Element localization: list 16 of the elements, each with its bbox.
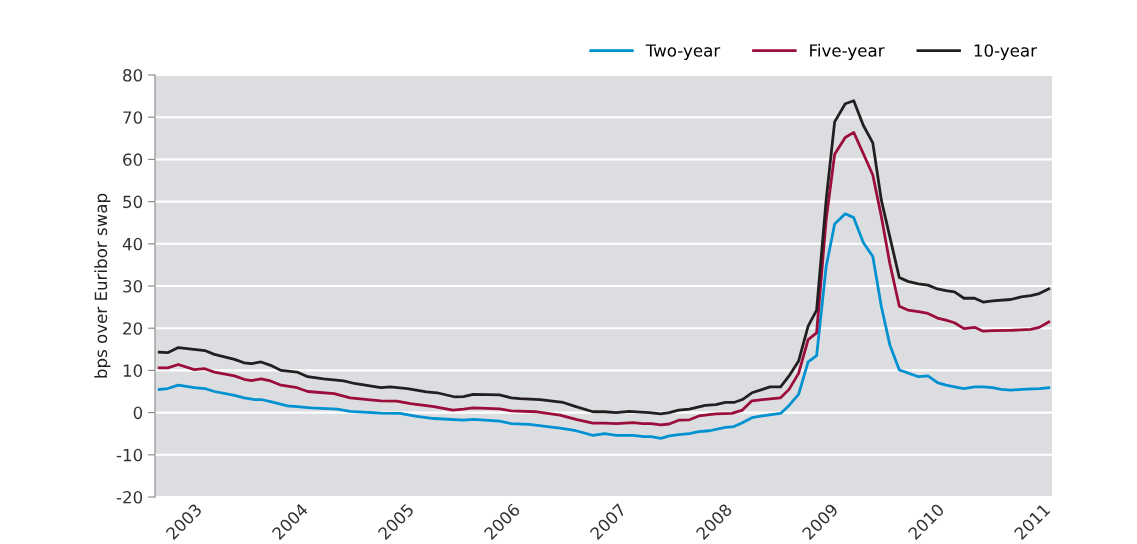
y-tick-label: 40 bbox=[122, 237, 143, 251]
y-tick-label: 50 bbox=[123, 195, 143, 209]
line-series bbox=[157, 212, 1051, 440]
y-tick-label: 80 bbox=[123, 68, 143, 82]
legend-label: 10-year bbox=[974, 44, 1037, 60]
y-tick-label: 20 bbox=[123, 322, 143, 335]
y-axis-title: bps over Euribor swap bbox=[94, 193, 111, 378]
y-tick-label: 30 bbox=[123, 279, 143, 293]
y-tick-label: 70 bbox=[123, 111, 143, 124]
y-tick-label: 0 bbox=[133, 406, 143, 420]
y-tick-label: 60 bbox=[123, 153, 143, 166]
y-tick-label: -10 bbox=[116, 448, 143, 462]
legend-label: Two-year bbox=[645, 44, 721, 60]
legend-label: Five-year bbox=[810, 43, 885, 60]
y-tick-label: 10 bbox=[123, 364, 143, 377]
y-tick-label: -20 bbox=[116, 490, 143, 504]
